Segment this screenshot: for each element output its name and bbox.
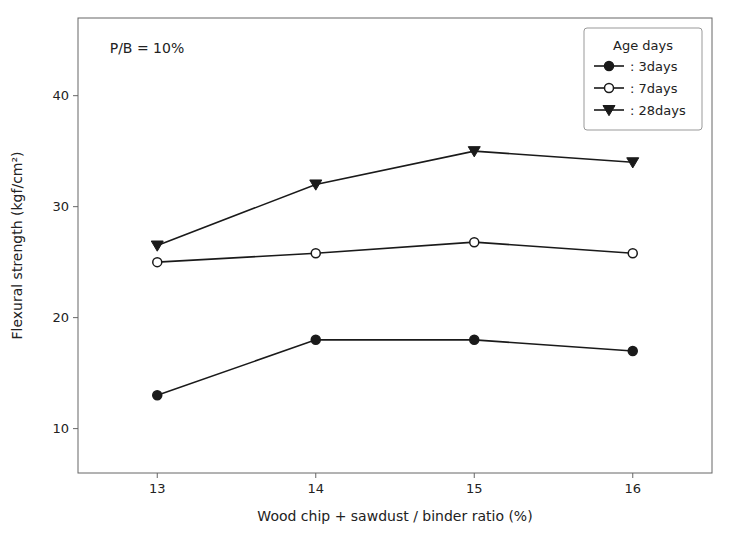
legend-label: : 28days: [630, 103, 686, 118]
legend-box: [584, 28, 702, 130]
point: [470, 238, 479, 247]
data-layer: [151, 147, 639, 400]
legend-marker: [603, 106, 615, 116]
y-tick: [73, 317, 78, 318]
point: [470, 335, 479, 344]
x-tick: [157, 473, 158, 478]
point: [627, 158, 639, 168]
chart: 13 14 15 16 10 20 30 40 Wood chip + sawdust / bi…: [0, 0, 730, 539]
y-tick-label: 30: [52, 199, 69, 214]
point: [311, 335, 320, 344]
annotation: P/B = 10%: [110, 40, 185, 56]
y-tick: [73, 206, 78, 207]
x-tick-label: 15: [466, 481, 483, 496]
y-tick: [73, 95, 78, 96]
x-tick: [632, 473, 633, 478]
plot-area: [78, 18, 712, 473]
x-axis-label: Wood chip + sawdust / binder ratio (%): [257, 508, 532, 524]
point: [628, 249, 637, 258]
x-tick-label: 16: [624, 481, 641, 496]
x-tick: [315, 473, 316, 478]
y-axis-label: Flexural strength (kgf/cm²): [9, 151, 25, 339]
point: [153, 258, 162, 267]
x-tick-label: 14: [307, 481, 324, 496]
legend-label: : 3days: [630, 59, 678, 74]
y-tick-label: 10: [52, 421, 69, 436]
point: [628, 346, 637, 355]
point: [153, 391, 162, 400]
x-tick-label: 13: [149, 481, 166, 496]
series-line: [157, 340, 633, 395]
legend-marker: [605, 84, 614, 93]
legend-label: : 7days: [630, 81, 678, 96]
y-tick: [73, 428, 78, 429]
y-tick-label: 20: [52, 310, 69, 325]
point: [468, 147, 480, 157]
legend: Age days : 3days : 7days : 28days: [584, 28, 702, 130]
x-tick: [474, 473, 475, 478]
series-line: [157, 242, 633, 262]
series-line: [157, 151, 633, 245]
point: [151, 241, 163, 251]
point: [310, 180, 322, 190]
point: [311, 249, 320, 258]
legend-marker: [605, 62, 614, 71]
legend-title: Age days: [613, 38, 673, 53]
y-tick-label: 40: [52, 88, 69, 103]
plot-frame: [78, 18, 712, 473]
